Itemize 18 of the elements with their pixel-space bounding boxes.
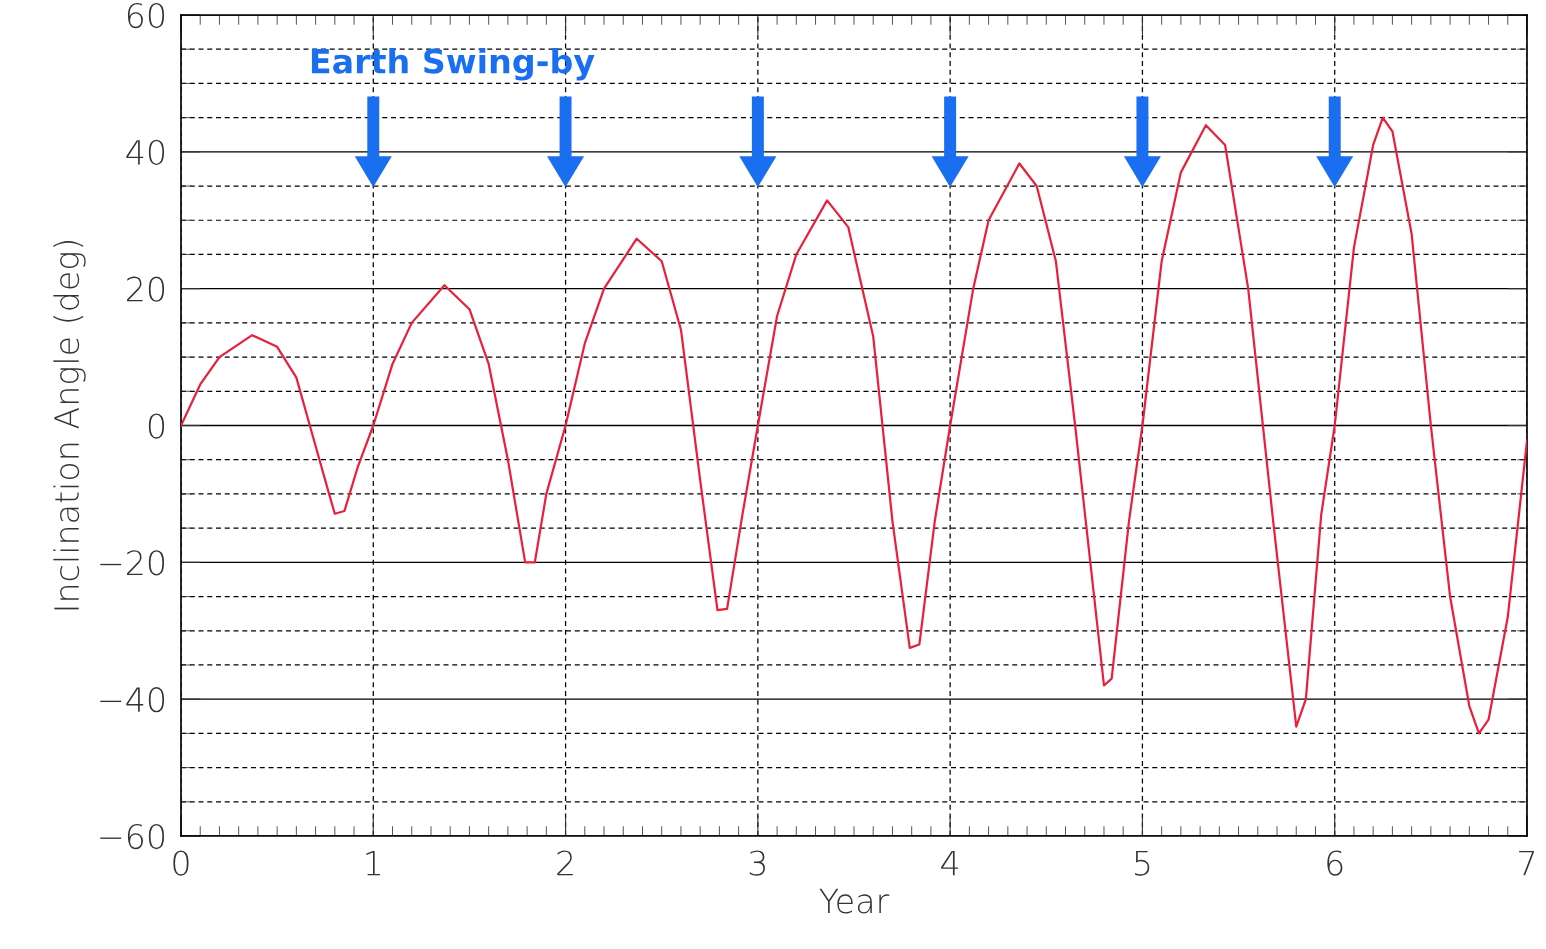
y-tick-label: 0 bbox=[148, 413, 165, 439]
y-tick-label: −20 bbox=[100, 550, 165, 576]
x-tick-label: 6 bbox=[1327, 850, 1343, 876]
annotation: Earth Swing-by bbox=[311, 48, 595, 81]
y-tick-label: 40 bbox=[126, 139, 165, 165]
y-tick-label: 60 bbox=[127, 2, 165, 29]
x-axis-title: Year bbox=[819, 888, 890, 914]
y-tick-label: −40 bbox=[100, 687, 165, 713]
x-tick-label: 4 bbox=[941, 850, 959, 876]
x-tick-label: 5 bbox=[1135, 850, 1150, 876]
y-tick-label: 20 bbox=[127, 276, 165, 302]
x-tick-label: 3 bbox=[749, 850, 765, 876]
x-tick-label: 1 bbox=[366, 850, 380, 876]
x-tick-label: 2 bbox=[557, 850, 573, 876]
x-tick-label: 7 bbox=[1519, 850, 1534, 876]
x-tick-label: 0 bbox=[173, 850, 189, 876]
y-axis-title: Inclination Angle (deg) bbox=[53, 241, 86, 610]
y-tick-label: −60 bbox=[100, 823, 165, 850]
